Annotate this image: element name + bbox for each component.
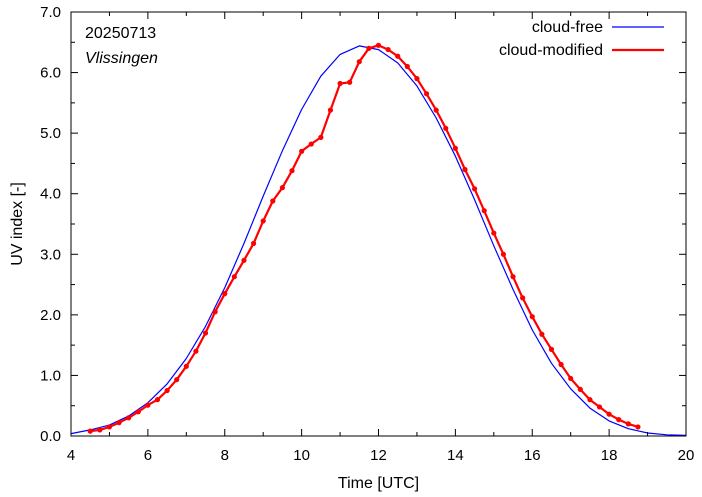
data-point-cloud-modified (308, 141, 314, 147)
data-point-cloud-modified (202, 330, 209, 336)
location-annotation: Vlissingen (85, 50, 158, 67)
data-point-cloud-modified (635, 424, 641, 430)
legend: cloud-free cloud-modified (499, 19, 664, 59)
data-point-cloud-modified (299, 148, 305, 154)
x-tick-label: 12 (370, 447, 387, 464)
data-point-cloud-modified (510, 274, 516, 280)
data-point-cloud-modified (270, 198, 276, 204)
x-tick-label: 6 (144, 447, 152, 464)
data-point-cloud-modified (87, 428, 93, 434)
data-point-cloud-modified (106, 424, 113, 430)
y-tick-label: 7.0 (40, 4, 61, 21)
data-point-cloud-modified (241, 257, 247, 263)
x-tick-label: 8 (221, 447, 229, 464)
data-point-cloud-modified (395, 53, 401, 59)
data-point-cloud-modified (135, 409, 141, 415)
x-axis-title: Time [UTC] (338, 475, 419, 492)
axes: 4 6 8 10 12 14 16 18 20 0.0 1.0 2.0 3.0 4.0 5.0 6.0 7.0 T… (9, 4, 694, 492)
data-point-cloud-modified (212, 309, 218, 315)
data-point-cloud-modified (116, 420, 122, 426)
data-point-cloud-modified (481, 208, 487, 214)
data-point-cloud-modified (250, 240, 257, 246)
data-point-cloud-modified (385, 46, 391, 53)
y-axis-title: UV index [-] (9, 182, 26, 266)
data-point-cloud-modified (260, 218, 266, 224)
data-point-cloud-modified (414, 76, 420, 82)
x-tick-label: 14 (447, 447, 464, 464)
series-layer (70, 42, 687, 436)
data-point-cloud-modified (462, 166, 468, 173)
data-point-cloud-modified (423, 91, 430, 97)
legend-label-cloud-free: cloud-free (532, 19, 603, 36)
data-point-cloud-modified (625, 421, 631, 427)
plot-frame (70, 11, 687, 437)
data-point-cloud-modified (471, 186, 478, 192)
data-point-cloud-modified (596, 404, 603, 410)
data-point-cloud-modified (500, 251, 507, 257)
data-point-cloud-modified (289, 168, 295, 174)
data-point-cloud-modified (587, 397, 593, 403)
data-point-cloud-modified (548, 346, 555, 352)
data-point-cloud-modified (520, 295, 526, 301)
data-point-cloud-modified (375, 42, 382, 48)
y-tick-label: 4.0 (40, 186, 61, 203)
data-point-cloud-modified (174, 377, 180, 383)
data-point-cloud-modified (443, 125, 449, 131)
data-point-cloud-modified (529, 314, 535, 320)
data-point-cloud-modified (539, 331, 545, 337)
data-point-cloud-modified (327, 107, 334, 113)
y-tick-label: 0.0 (40, 428, 61, 445)
data-point-cloud-modified (452, 145, 458, 151)
y-tick-label: 5.0 (40, 125, 61, 142)
data-point-cloud-modified (558, 361, 564, 368)
data-point-cloud-modified (154, 397, 161, 403)
data-point-cloud-modified (183, 363, 189, 369)
plot-area (70, 11, 687, 437)
data-point-cloud-modified (568, 375, 574, 382)
y-tick-label: 6.0 (40, 65, 61, 82)
data-point-cloud-modified (231, 274, 237, 280)
data-point-cloud-modified (145, 402, 151, 408)
x-tick-label: 10 (293, 447, 310, 464)
data-point-cloud-modified (193, 348, 199, 354)
y-tick-label: 2.0 (40, 307, 61, 324)
series-line-cloud-modified (90, 44, 639, 433)
data-point-cloud-modified (347, 79, 353, 85)
data-point-cloud-modified (164, 387, 170, 394)
data-point-cloud-modified (366, 45, 372, 51)
data-point-cloud-modified (491, 230, 497, 236)
x-tick-label: 4 (67, 447, 75, 464)
series-line-cloud-free (70, 45, 687, 436)
annotations: 20250713 Vlissingen (85, 25, 158, 67)
data-point-cloud-modified (279, 185, 286, 191)
data-point-cloud-modified (577, 386, 583, 392)
data-point-cloud-modified (356, 59, 362, 65)
legend-label-cloud-modified: cloud-modified (499, 42, 603, 59)
data-point-cloud-modified (616, 417, 622, 423)
data-point-cloud-modified (222, 291, 228, 297)
data-point-cloud-modified (126, 415, 132, 421)
data-point-cloud-modified (433, 107, 439, 113)
y-tick-label: 1.0 (40, 367, 61, 384)
x-tick-label: 18 (601, 447, 618, 464)
data-point-cloud-modified (318, 134, 324, 140)
data-point-cloud-modified (404, 63, 410, 70)
x-tick-label: 20 (678, 447, 695, 464)
data-point-cloud-modified (606, 411, 612, 417)
x-tick-label: 16 (524, 447, 541, 464)
y-tick-label: 3.0 (40, 246, 61, 263)
data-point-cloud-modified (97, 427, 103, 433)
date-annotation: 20250713 (85, 25, 156, 42)
data-point-cloud-modified (337, 80, 343, 87)
